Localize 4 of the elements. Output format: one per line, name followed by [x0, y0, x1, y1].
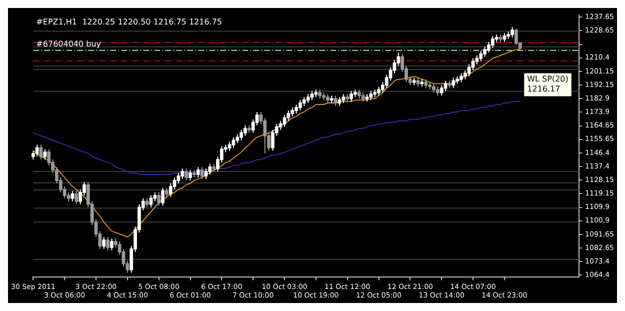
- chart-title: #EPZ1,H1 1220.25 1220.50 1216.75 1216.75: [36, 17, 222, 26]
- annotation: #67604040 buy: [36, 39, 102, 48]
- annotation: 1216.17: [527, 84, 560, 94]
- annotation: WL SP(20): [527, 74, 568, 84]
